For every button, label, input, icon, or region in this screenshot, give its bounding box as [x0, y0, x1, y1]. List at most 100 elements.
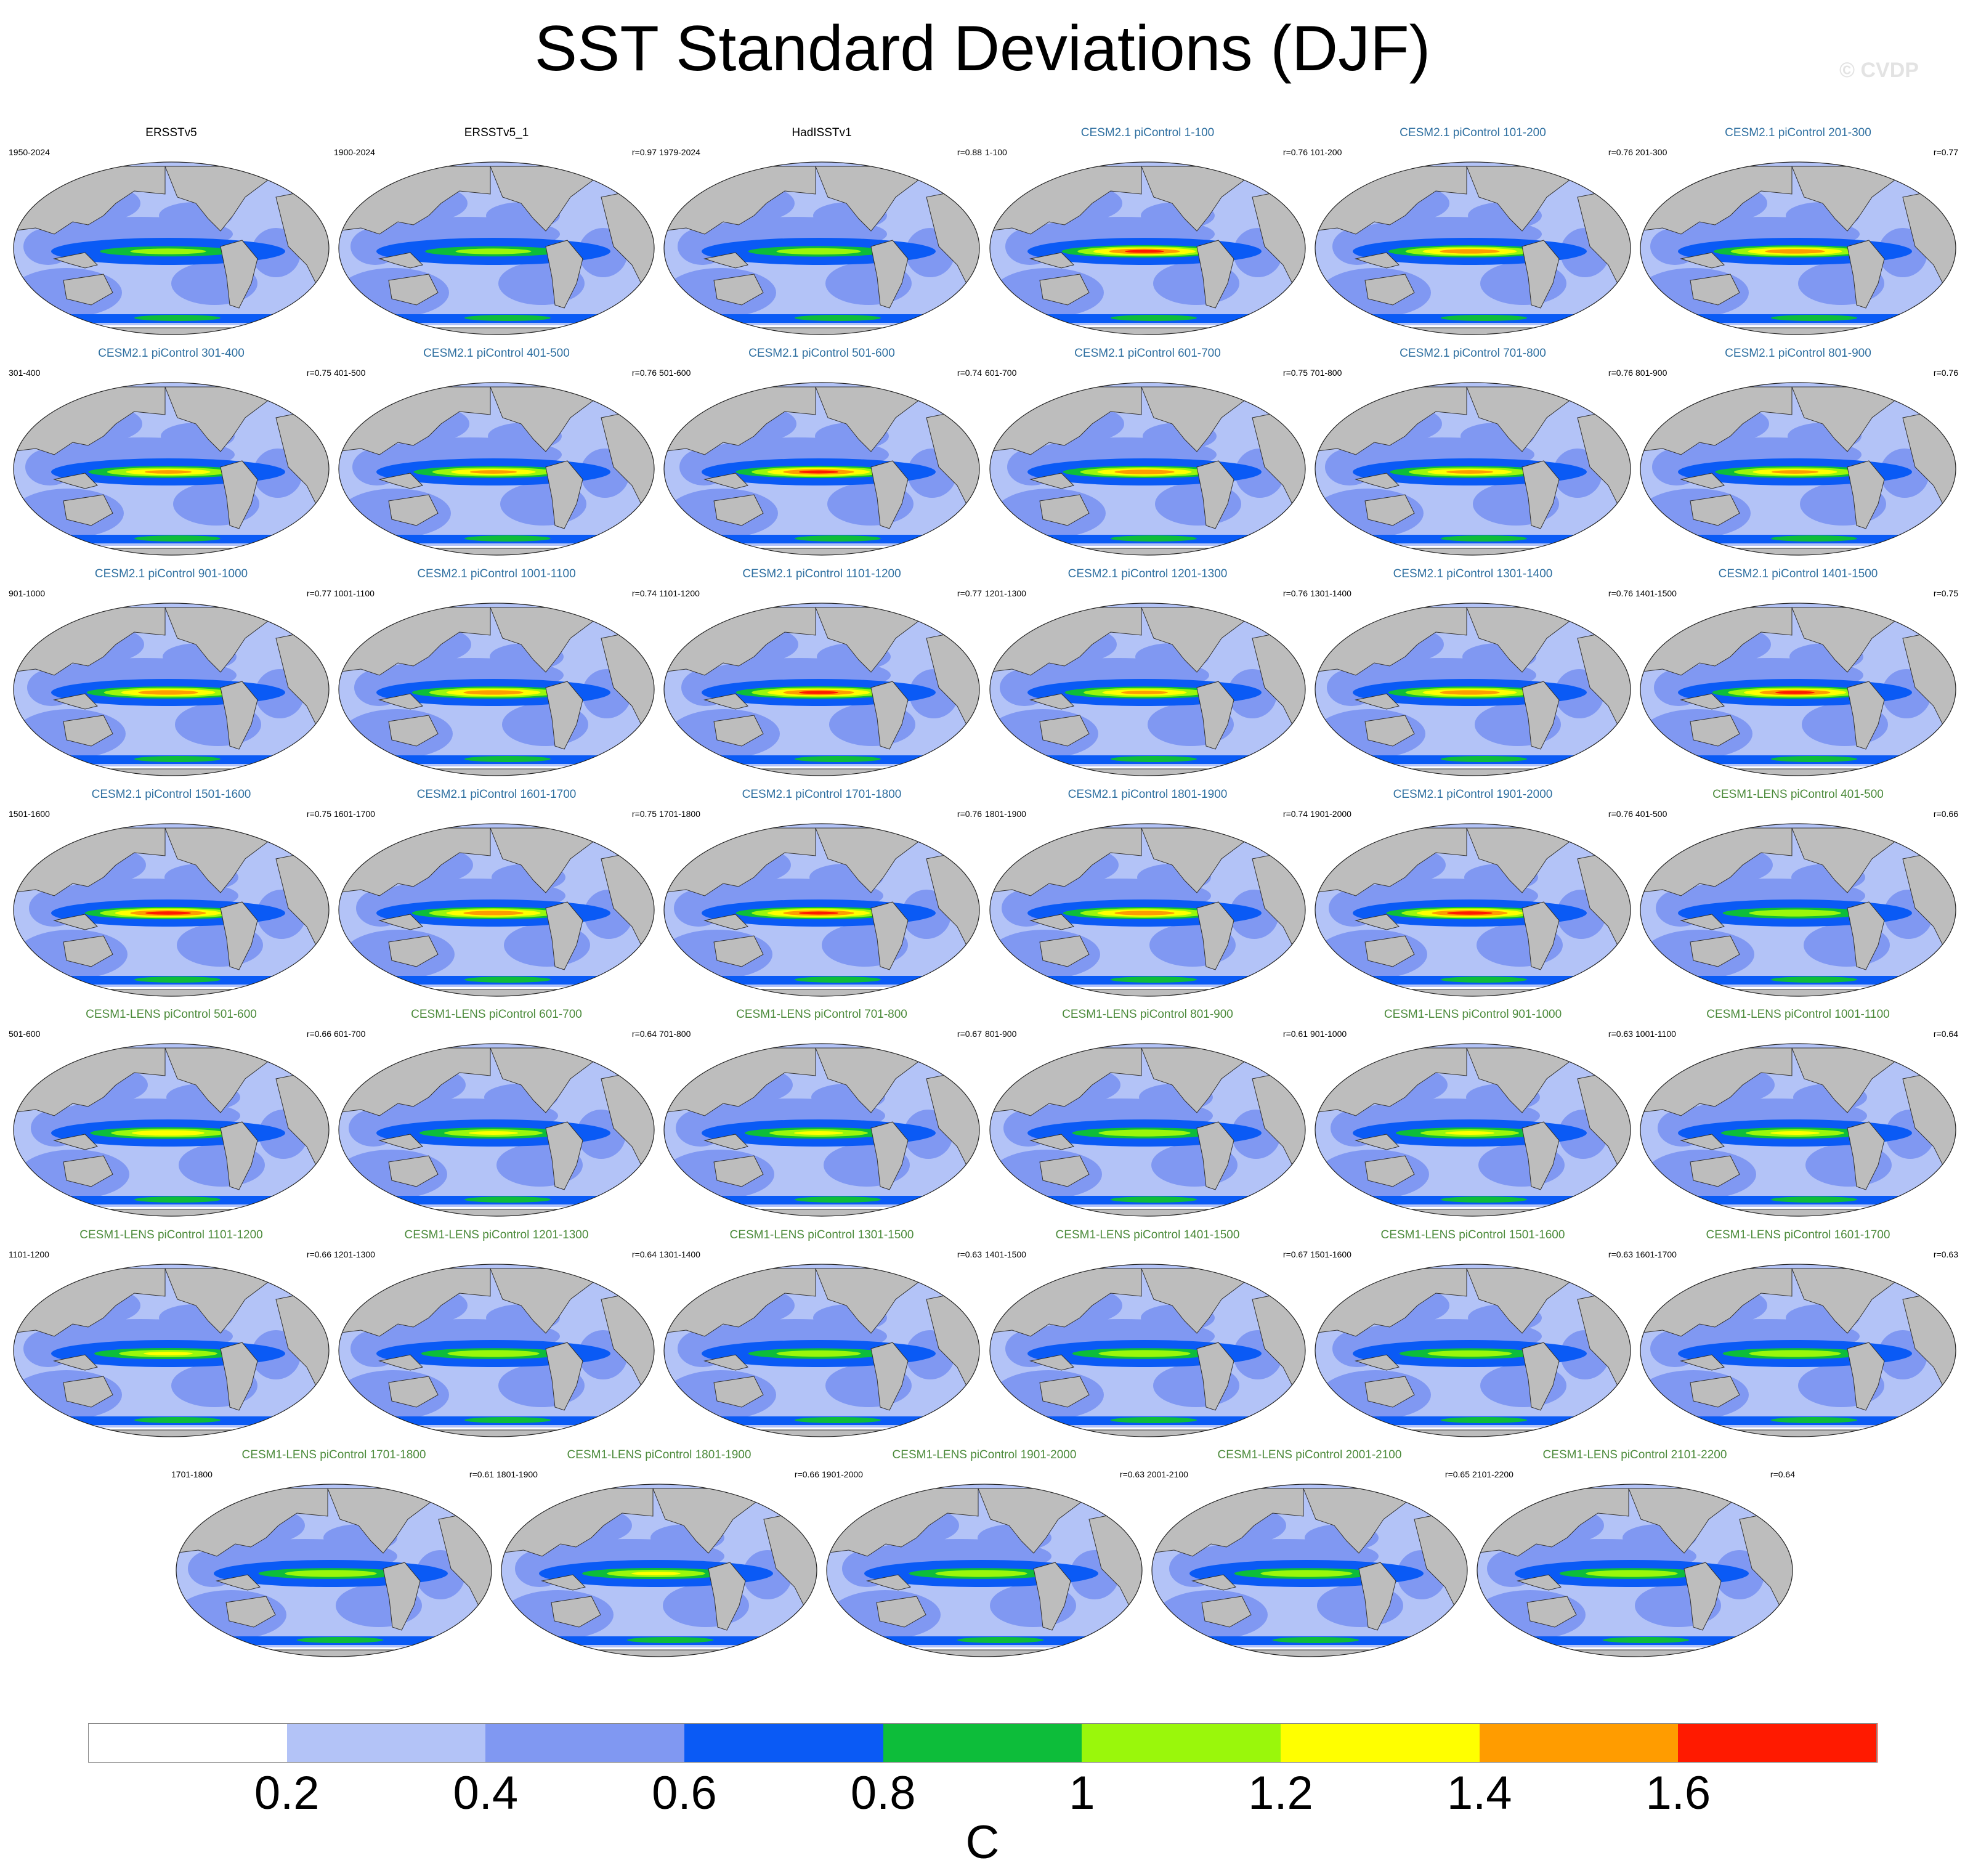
colorbar-swatch — [1281, 1723, 1480, 1763]
land — [1477, 1649, 1793, 1657]
panel-pattern-correlation: r=0.63 — [1608, 1249, 1633, 1259]
sst-std-map — [663, 603, 980, 776]
cvdp-watermark: © CVDP — [1839, 59, 1919, 82]
land — [1680, 1354, 1725, 1371]
land — [1355, 914, 1400, 930]
panel-pattern-correlation: r=0.76 — [1933, 368, 1958, 378]
map-panel: CESM1-LENS piControl 1101-1200 1101-1200 r… — [9, 1227, 334, 1441]
land — [339, 1429, 654, 1437]
panel-title: CESM1-LENS piControl 401-500 — [1712, 788, 1884, 801]
land — [1033, 1562, 1071, 1631]
land — [63, 494, 113, 526]
land — [1364, 935, 1415, 967]
panel-period: 2001-2100 — [1147, 1469, 1188, 1479]
land — [1029, 1354, 1074, 1371]
land — [1303, 1488, 1467, 1554]
land — [1039, 935, 1090, 967]
map-panel: CESM2.1 piControl 1901-2000 1901-2000 r=0.… — [1310, 786, 1635, 1001]
land — [339, 327, 654, 335]
panel-title: CESM2.1 piControl 1-100 — [1080, 126, 1215, 139]
land — [1680, 693, 1725, 710]
sst-std-map — [1477, 1484, 1793, 1657]
panel-period: 1601-1700 — [1635, 1249, 1677, 1259]
panel-pattern-correlation: r=0.61 — [469, 1469, 494, 1479]
land — [1196, 460, 1234, 529]
land — [652, 1488, 817, 1554]
sst-std-map — [1315, 823, 1631, 997]
land — [220, 240, 258, 309]
panel-period: 701-800 — [1310, 368, 1342, 378]
panel-title: CESM2.1 piControl 501-600 — [748, 347, 895, 360]
sst-std-map — [13, 1264, 330, 1437]
land — [1355, 693, 1400, 710]
land — [1315, 1209, 1631, 1216]
colorbar-tick-label: 0.4 — [453, 1767, 519, 1819]
sst-std-map — [1315, 161, 1631, 335]
land — [1690, 1376, 1740, 1408]
map-panel: CESM1-LENS piControl 2101-2200 2101-2200 r… — [1472, 1447, 1797, 1661]
sst-std-map — [1640, 161, 1956, 335]
map-panel: CESM2.1 piControl 1701-1800 1701-1800 r=0.… — [659, 786, 984, 1001]
land — [164, 386, 329, 452]
land — [1039, 1376, 1090, 1408]
panel-title: CESM2.1 piControl 1101-1200 — [742, 567, 901, 580]
land — [1141, 607, 1305, 673]
land — [713, 274, 764, 306]
sst-std-map — [1151, 1484, 1468, 1657]
land — [1141, 386, 1305, 452]
land — [1521, 901, 1560, 970]
panel-pattern-correlation: r=0.76 — [1608, 588, 1633, 598]
land — [664, 1209, 979, 1216]
land — [388, 274, 439, 306]
map-panel: CESM1-LENS piControl 1401-1500 1401-1500 r… — [985, 1227, 1310, 1441]
panel-title: ERSSTv5_1 — [464, 126, 529, 139]
sst-std-map — [1640, 1043, 1956, 1217]
land — [1141, 1268, 1305, 1334]
land — [1364, 494, 1415, 526]
panel-pattern-correlation: r=0.64 — [1933, 1029, 1958, 1039]
land — [990, 989, 1305, 996]
land — [388, 715, 439, 747]
land — [490, 1047, 654, 1113]
land — [1680, 473, 1725, 489]
panel-period: 401-500 — [334, 368, 366, 378]
land — [490, 1268, 654, 1334]
land — [1466, 386, 1631, 452]
land — [1680, 914, 1725, 930]
land — [14, 1209, 329, 1216]
sst-std-map — [989, 382, 1306, 556]
land — [703, 1354, 748, 1371]
sst-std-map — [1640, 823, 1956, 997]
panel-pattern-correlation: r=0.64 — [631, 1249, 657, 1259]
panel-title: CESM2.1 piControl 1601-1700 — [416, 788, 577, 801]
map-panel: CESM1-LENS piControl 501-600 501-600 r=0.6… — [9, 1006, 334, 1220]
land — [870, 1121, 909, 1190]
land — [1196, 1342, 1234, 1411]
map-panel: CESM2.1 piControl 1201-1300 1201-1300 r=0.… — [985, 566, 1310, 780]
panel-pattern-correlation: r=0.76 — [1282, 147, 1308, 157]
land — [1029, 252, 1074, 269]
land — [63, 1376, 113, 1408]
map-panel: CESM2.1 piControl 701-800 701-800 r=0.76 — [1310, 345, 1635, 559]
sst-std-map — [989, 823, 1306, 997]
land — [1847, 901, 1885, 970]
land — [53, 693, 98, 710]
sst-std-map — [338, 603, 655, 776]
colorbar-swatch — [485, 1723, 685, 1763]
land — [545, 901, 583, 970]
land — [63, 1155, 113, 1187]
sst-std-map — [1315, 1043, 1631, 1217]
sst-std-map — [1640, 382, 1956, 556]
panel-period: 1-100 — [985, 147, 1007, 157]
map-panel: CESM1-LENS piControl 901-1000 901-1000 r=0… — [1310, 1006, 1635, 1220]
land — [1847, 681, 1885, 750]
land — [990, 768, 1305, 776]
land — [541, 1574, 586, 1591]
land — [388, 1376, 439, 1408]
panel-title: CESM1-LENS piControl 1201-1300 — [404, 1228, 589, 1241]
panel-period: 1301-1400 — [659, 1249, 700, 1259]
sst-std-map — [663, 1043, 980, 1217]
land — [713, 494, 764, 526]
land — [1141, 827, 1305, 893]
land — [870, 240, 909, 309]
